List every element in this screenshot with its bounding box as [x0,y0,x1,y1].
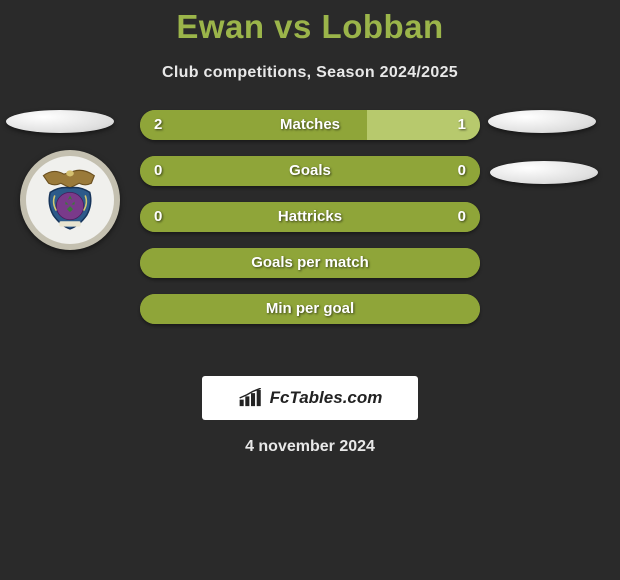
club-left-badge-icon [20,150,120,250]
stat-row: Matches2 1 [140,110,480,140]
date-text: 4 november 2024 [0,438,620,456]
stat-label: Hattricks [140,202,480,232]
stat-row: Min per goal [140,294,480,324]
comparison-bars: Matches21Goals00Hattricks00Goals per mat… [140,110,480,340]
page-title: Ewan vs Lobban [0,8,620,46]
chart-area: Matches21Goals00Hattricks00Goals per mat… [0,110,620,370]
brand-text: FcTables.com [270,388,383,408]
stat-value-left: 0 [154,156,162,186]
stat-value-right: 1 [458,110,466,140]
stat-row: Hattricks0 0 [140,202,480,232]
stat-row: Goals0 0 [140,156,480,186]
player-left-placeholder-icon [6,110,114,133]
stat-label: Goals per match [140,248,480,278]
stat-value-left: 2 [154,110,162,140]
stat-label: Matches [140,110,480,140]
stat-label: Min per goal [140,294,480,324]
stat-label: Goals [140,156,480,186]
stat-row: Goals per match [140,248,480,278]
stat-value-left: 0 [154,202,162,232]
stat-value-right: 0 [458,202,466,232]
comparison-infographic: Ewan vs Lobban Club competitions, Season… [0,0,620,456]
player-right-placeholder-icon [488,110,596,133]
club-right-placeholder-icon [490,161,598,184]
brand-badge: FcTables.com [202,376,418,420]
bar-chart-icon [238,388,264,408]
subtitle: Club competitions, Season 2024/2025 [0,64,620,82]
stat-value-right: 0 [458,156,466,186]
